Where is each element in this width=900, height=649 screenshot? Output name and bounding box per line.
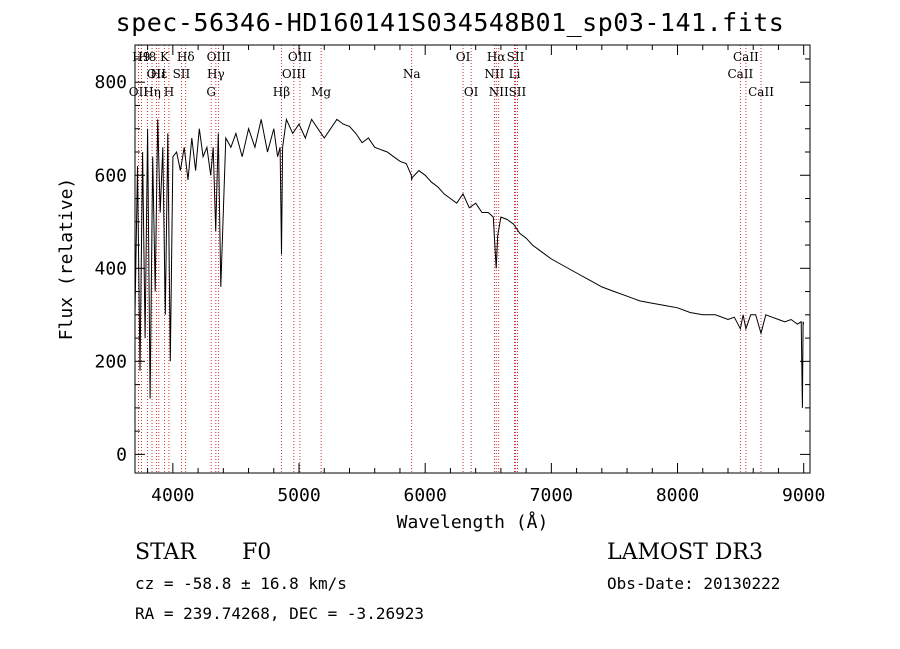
line-marker-label: OII	[129, 85, 149, 99]
line-marker-label: OI	[456, 50, 471, 64]
line-marker-label: OIII	[207, 50, 231, 64]
chart-title: spec-56346-HD160141S034548B01_sp03-141.f…	[115, 8, 785, 37]
line-marker-label: Hε	[151, 67, 168, 81]
line-marker-label: SII	[173, 67, 191, 81]
line-marker-label: OIII	[288, 50, 312, 64]
x-tick-label: 7000	[530, 485, 573, 506]
redshift-cz: cz = -58.8 ± 16.8 km/s	[135, 574, 347, 593]
line-marker-label: OIII	[282, 67, 306, 81]
line-marker-label: CaII	[727, 67, 753, 81]
line-marker-label: Li	[509, 67, 521, 81]
line-marker-label: Hβ	[273, 85, 290, 99]
y-tick-label: 400	[94, 258, 127, 279]
line-marker-label: OI	[464, 85, 479, 99]
line-marker-label: H9	[132, 50, 150, 64]
y-tick-label: 0	[116, 444, 127, 465]
survey-name: LAMOST DR3	[607, 540, 763, 565]
x-axis-label: Wavelength (Å)	[397, 511, 549, 533]
line-marker-label: Hδ	[177, 50, 195, 64]
object-subclass: F0	[242, 540, 272, 565]
x-tick-label: 8000	[656, 485, 699, 506]
line-marker-label: CaII	[733, 50, 759, 64]
y-tick-label: 800	[94, 72, 127, 93]
line-marker-label: Na	[403, 67, 421, 81]
line-marker-label: CaII	[748, 85, 774, 99]
ra-dec-coordinates: RA = 239.74268, DEC = -3.26923	[135, 604, 424, 623]
line-marker-label: K	[160, 50, 170, 64]
line-marker-label: Hγ	[207, 67, 225, 81]
y-tick-label: 600	[94, 165, 127, 186]
line-marker-label: NII	[489, 85, 509, 99]
x-tick-label: 6000	[404, 485, 447, 506]
line-marker-label: H	[164, 85, 174, 99]
x-tick-label: 5000	[277, 485, 320, 506]
spectrum-line	[134, 117, 805, 408]
line-marker-label: SII	[509, 85, 527, 99]
observation-date: Obs-Date: 20130222	[607, 574, 781, 593]
axis-ticks	[135, 45, 810, 473]
y-tick-label: 200	[94, 351, 127, 372]
plot-frame	[134, 44, 811, 474]
line-marker-label: Hα	[487, 50, 506, 64]
line-marker-label: G	[206, 85, 216, 99]
axis-tick-labels: 4000 5000 6000 7000 8000 9000 0 200 400 600 800	[94, 72, 825, 506]
line-marker-label: Hη	[143, 85, 161, 99]
line-marker-label: H8	[138, 50, 156, 64]
line-marker-labels: OIIH9H8HηOIIHεKHSIIHδGHγOIIIHβOIIIOIIIMg…	[129, 50, 774, 99]
line-marker-label: SII	[507, 50, 525, 64]
x-tick-label: 4000	[151, 485, 194, 506]
line-marker-label: OII	[147, 67, 167, 81]
object-type: STAR	[135, 540, 196, 565]
line-marker-label: Mg	[311, 85, 331, 99]
x-tick-label: 9000	[782, 485, 825, 506]
y-axis-label: Flux (relative)	[56, 178, 77, 341]
line-markers	[138, 45, 762, 473]
line-marker-label: NII	[484, 67, 504, 81]
